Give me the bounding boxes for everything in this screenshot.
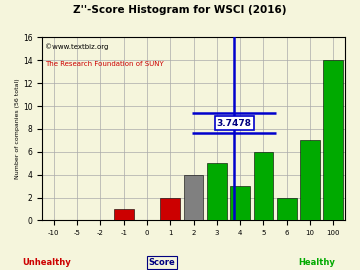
Text: Healthy: Healthy: [298, 258, 335, 266]
Bar: [277, 198, 297, 220]
Bar: [253, 152, 273, 220]
Y-axis label: Number of companies (56 total): Number of companies (56 total): [15, 79, 20, 179]
Bar: [184, 175, 203, 220]
Bar: [160, 198, 180, 220]
Text: The Research Foundation of SUNY: The Research Foundation of SUNY: [45, 61, 164, 67]
Text: 3.7478: 3.7478: [217, 119, 252, 128]
Bar: [300, 140, 320, 220]
Text: Unhealthy: Unhealthy: [22, 258, 71, 266]
Text: Z''-Score Histogram for WSCI (2016): Z''-Score Histogram for WSCI (2016): [73, 5, 287, 15]
Text: ©www.textbiz.org: ©www.textbiz.org: [45, 43, 108, 50]
Bar: [323, 60, 343, 220]
Bar: [114, 209, 134, 220]
Text: Score: Score: [149, 258, 175, 266]
Bar: [207, 163, 227, 220]
Bar: [230, 186, 250, 220]
